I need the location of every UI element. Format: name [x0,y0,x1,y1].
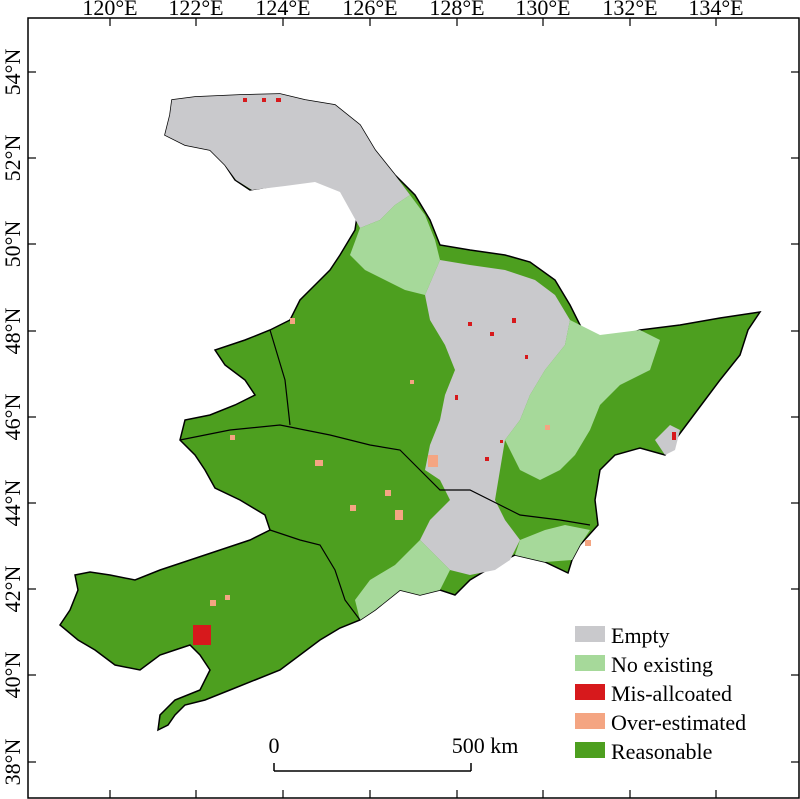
legend-swatch-no-existing [575,655,605,671]
area-empty-north [165,94,410,228]
scale-bar: 0 500 km [269,733,519,772]
lat-label-54: 54°N [0,49,25,96]
over-estimated-marks [210,318,591,606]
province-borders [179,329,591,621]
scale-start-label: 0 [269,733,280,758]
lat-label-50: 50°N [0,221,25,268]
top-ticks [109,18,717,26]
lat-label-52: 52°N [0,135,25,182]
bottom-ticks [109,790,717,798]
lon-label-124: 124°E [255,0,310,20]
lat-label-46: 46°N [0,394,25,441]
legend-label-no-existing: No existing [611,652,713,677]
lat-label-40: 40°N [0,652,25,699]
lon-label-134: 134°E [688,0,743,20]
lat-label-48: 48°N [0,308,25,355]
mis-allocated-marks [193,98,676,645]
lon-label-128: 128°E [429,0,484,20]
lon-label-130: 130°E [515,0,570,20]
longitude-labels: 120°E 122°E 124°E 126°E 128°E 130°E 132°… [82,0,743,20]
legend-label-mis-allocated: Mis-allcoated [611,681,732,706]
lon-label-126: 126°E [342,0,397,20]
legend-label-reasonable: Reasonable [611,739,712,764]
area-no-existing-north [350,195,440,295]
left-ticks [28,71,36,763]
legend: Empty No existing Mis-allcoated Over-est… [575,623,746,764]
latitude-labels: 54°N 52°N 50°N 48°N 46°N 44°N 42°N 40°N … [0,49,25,786]
lon-label-120: 120°E [82,0,137,20]
legend-swatch-reasonable [575,742,605,758]
lon-label-132: 132°E [602,0,657,20]
lat-label-38: 38°N [0,739,25,786]
legend-swatch-mis-allocated [575,684,605,700]
lat-label-42: 42°N [0,566,25,613]
legend-label-over-estimated: Over-estimated [611,710,746,735]
lon-label-122: 122°E [168,0,223,20]
legend-label-empty: Empty [611,623,670,648]
area-no-existing-east [505,320,660,480]
legend-swatch-empty [575,626,605,642]
scale-end-label: 500 km [452,733,519,758]
right-ticks [791,71,799,763]
lat-label-44: 44°N [0,480,25,527]
legend-swatch-over-estimated [575,713,605,729]
area-no-existing-southeast [515,525,590,562]
region-northeast-china [59,93,762,732]
area-no-existing-south [355,540,450,620]
area-empty-east [420,260,570,575]
